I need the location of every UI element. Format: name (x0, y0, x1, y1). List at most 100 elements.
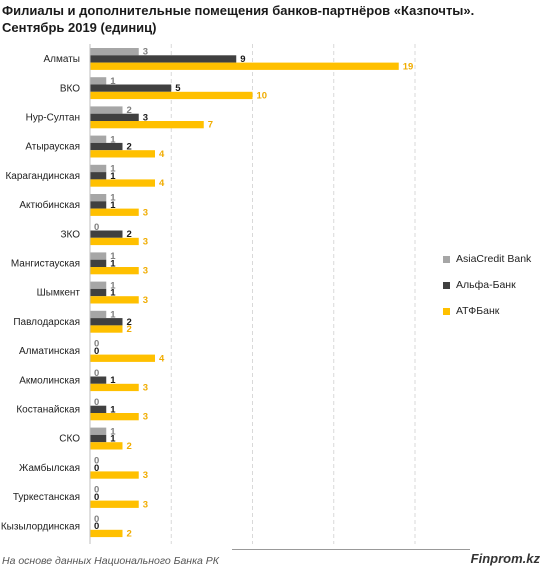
bar-атфбанк-алматы (90, 62, 399, 70)
data-label-asiacredit-bank-ско: 1 (110, 426, 116, 437)
bar-asiacredit-bank-нур-султан (90, 106, 123, 114)
data-label-атфбанк-кызылординская: 2 (127, 529, 132, 540)
category-label-карагандинская: Карагандинская (5, 171, 80, 182)
footer-divider (232, 549, 470, 550)
bar-атфбанк-алматинская (90, 354, 155, 362)
category-label-жамбылская: Жамбылская (19, 462, 80, 474)
data-label-альфа-банк-павлодарская: 2 (127, 317, 132, 328)
bar-asiacredit-bank-алматы (90, 48, 139, 56)
data-label-asiacredit-bank-вко: 1 (110, 76, 116, 87)
chart-title-line-2: Сентябрь 2019 (единиц) (2, 20, 157, 35)
bar-альфа-банк-вко (90, 84, 172, 92)
data-label-альфа-банк-алматинская: 0 (94, 346, 99, 357)
bar-атфбанк-жамбылская (90, 471, 139, 479)
data-label-атфбанк-алматы: 19 (403, 61, 414, 72)
data-label-альфа-банк-туркестанская: 0 (94, 492, 99, 503)
data-label-asiacredit-bank-кызылординская: 0 (94, 514, 99, 525)
category-label-акмолинская: Акмолинская (19, 375, 80, 386)
data-label-asiacredit-bank-актюбинская: 1 (110, 193, 116, 204)
data-label-альфа-банк-атырауская: 2 (127, 142, 132, 153)
bar-атфбанк-костанайская (90, 413, 139, 421)
data-label-атфбанк-жамбылская: 3 (143, 470, 148, 481)
data-label-альфа-банк-шымкент: 1 (110, 288, 116, 299)
data-label-альфа-банк-мангистауская: 1 (110, 258, 116, 269)
bar-атфбанк-павлодарская (90, 325, 123, 333)
category-label-алматы: Алматы (44, 54, 81, 65)
legend-item-asiacredit: AsiaCredit Bank (443, 252, 531, 266)
bar-альфа-банк-алматы (90, 55, 237, 63)
data-label-атфбанк-ско: 2 (127, 441, 132, 452)
data-label-альфа-банк-костанайская: 1 (110, 404, 116, 415)
bar-asiacredit-bank-атырауская (90, 135, 107, 143)
bar-asiacredit-bank-вко (90, 77, 107, 85)
data-label-атфбанк-карагандинская: 4 (159, 178, 165, 189)
data-label-атфбанк-шымкент: 3 (143, 295, 148, 306)
category-label-кызылординская: Кызылординская (1, 521, 80, 532)
category-label-туркестанская: Туркестанская (13, 492, 80, 503)
data-label-альфа-банк-алматы: 9 (240, 54, 245, 65)
bar-альфа-банк-мангистауская (90, 259, 107, 267)
data-label-альфа-банк-ско: 1 (110, 434, 116, 445)
chart-title: Филиалы и дополнительные помещения банко… (2, 2, 522, 36)
bar-атфбанк-зко (90, 237, 139, 246)
category-label-мангистауская: Мангистауская (11, 259, 80, 270)
bar-альфа-банк-павлодарская (90, 318, 123, 326)
legend: AsiaCredit Bank Альфа-Банк АТФБанк (443, 252, 531, 330)
bar-атфбанк-актюбинская (90, 208, 139, 216)
data-label-альфа-банк-карагандинская: 1 (110, 171, 116, 182)
category-label-атырауская: Атырауская (25, 142, 80, 153)
brand-logo-text: Finprom.kz (470, 551, 540, 566)
data-label-asiacredit-bank-жамбылская: 0 (94, 456, 99, 467)
category-label-ско: СКО (59, 434, 80, 445)
bar-атфбанк-акмолинская (90, 383, 139, 392)
bar-альфа-банк-костанайская (90, 405, 107, 413)
data-label-атфбанк-вко: 10 (257, 91, 268, 102)
data-label-альфа-банк-нур-султан: 3 (143, 112, 148, 123)
data-label-альфа-банк-актюбинская: 1 (110, 200, 116, 211)
legend-swatch-alfa (443, 281, 450, 289)
category-label-зко: ЗКО (60, 229, 80, 240)
category-label-шымкент: Шымкент (37, 288, 81, 299)
data-label-атфбанк-зко: 3 (143, 237, 148, 248)
bar-альфа-банк-карагандинская (90, 172, 107, 180)
legend-item-alfa: Альфа-Банк (443, 278, 531, 292)
chart-title-line-1: Филиалы и дополнительные помещения банко… (2, 3, 475, 18)
bar-атфбанк-нур-султан (90, 121, 204, 129)
data-label-asiacredit-bank-алматинская: 0 (94, 339, 99, 350)
category-label-костанайская: Костанайская (16, 405, 80, 416)
data-label-атфбанк-мангистауская: 3 (143, 266, 148, 277)
data-label-атфбанк-павлодарская: 2 (127, 324, 132, 335)
data-label-asiacredit-bank-нур-султан: 2 (127, 105, 132, 116)
category-label-нур-султан: Нур-Султан (26, 113, 80, 124)
legend-label-asiacredit: AsiaCredit Bank (456, 253, 532, 265)
category-label-алматинская: Алматинская (19, 346, 80, 357)
data-label-asiacredit-bank-акмолинская: 0 (94, 368, 99, 379)
legend-label-alfa: Альфа-Банк (456, 279, 516, 291)
data-label-атфбанк-алматинская: 4 (159, 353, 165, 364)
bar-asiacredit-bank-шымкент (90, 281, 107, 289)
bar-альфа-банк-актюбинская (90, 201, 107, 209)
data-label-asiacredit-bank-зко: 0 (94, 222, 99, 233)
data-label-asiacredit-bank-алматы: 3 (143, 47, 148, 58)
bar-атфбанк-карагандинская (90, 179, 155, 187)
category-label-павлодарская: Павлодарская (13, 317, 80, 328)
data-label-asiacredit-bank-костанайская: 0 (94, 397, 99, 408)
data-label-атфбанк-акмолинская: 3 (143, 383, 148, 394)
data-label-альфа-банк-вко: 5 (175, 83, 181, 94)
data-label-альфа-банк-акмолинская: 1 (110, 375, 116, 386)
bar-атфбанк-вко (90, 91, 253, 100)
data-label-альфа-банк-зко: 2 (127, 229, 132, 240)
legend-item-atf: АТФБанк (443, 304, 531, 318)
bar-атфбанк-шымкент (90, 296, 139, 304)
category-label-вко: ВКО (60, 83, 80, 94)
data-label-альфа-банк-жамбылская: 0 (94, 463, 99, 474)
data-label-asiacredit-bank-мангистауская: 1 (110, 251, 116, 262)
bar-атфбанк-атырауская (90, 150, 155, 158)
data-label-asiacredit-bank-карагандинская: 1 (110, 164, 116, 175)
bar-альфа-банк-нур-султан (90, 113, 139, 121)
data-label-атфбанк-актюбинская: 3 (143, 207, 148, 218)
bar-атфбанк-ско (90, 442, 123, 450)
data-label-asiacredit-bank-туркестанская: 0 (94, 485, 99, 496)
data-label-asiacredit-bank-шымкент: 1 (110, 280, 116, 291)
